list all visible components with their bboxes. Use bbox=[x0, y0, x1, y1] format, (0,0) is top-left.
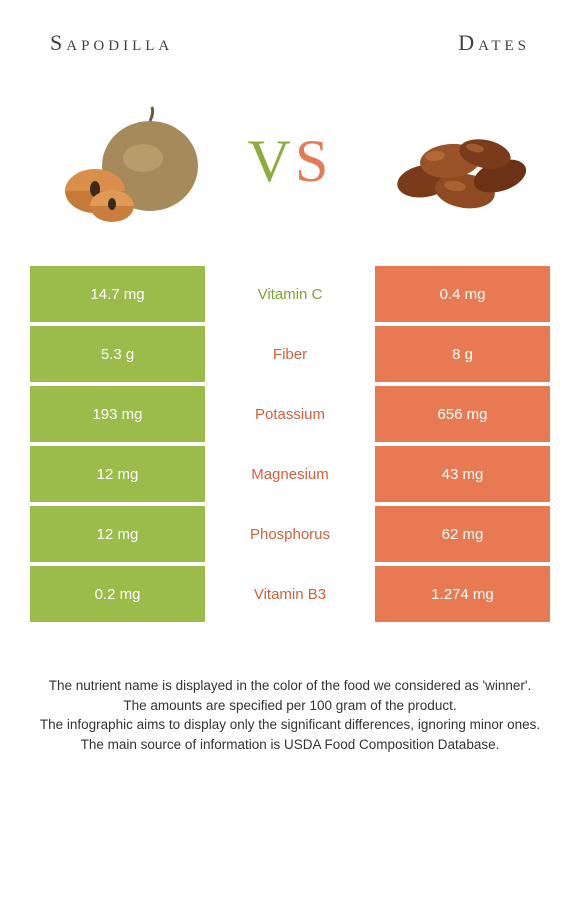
table-row: 12 mgMagnesium43 mg bbox=[30, 446, 550, 502]
value-left: 193 mg bbox=[30, 386, 205, 442]
nutrient-label: Magnesium bbox=[205, 446, 375, 502]
value-right: 8 g bbox=[375, 326, 550, 382]
footer-line: The amounts are specified per 100 gram o… bbox=[30, 696, 550, 716]
value-left: 12 mg bbox=[30, 506, 205, 562]
value-left: 14.7 mg bbox=[30, 266, 205, 322]
footer-line: The infographic aims to display only the… bbox=[30, 715, 550, 735]
hero-row: VS bbox=[0, 76, 580, 266]
value-right: 43 mg bbox=[375, 446, 550, 502]
nutrient-label: Phosphorus bbox=[205, 506, 375, 562]
vs-label: VS bbox=[248, 127, 333, 196]
table-row: 14.7 mgVitamin C0.4 mg bbox=[30, 266, 550, 322]
value-right: 62 mg bbox=[375, 506, 550, 562]
table-row: 193 mgPotassium656 mg bbox=[30, 386, 550, 442]
title-left: Sapodilla bbox=[50, 30, 173, 56]
footer-line: The main source of information is USDA F… bbox=[30, 735, 550, 755]
nutrient-label: Fiber bbox=[205, 326, 375, 382]
value-right: 656 mg bbox=[375, 386, 550, 442]
table-row: 0.2 mgVitamin B31.274 mg bbox=[30, 566, 550, 622]
dates-image bbox=[360, 91, 550, 231]
table-row: 5.3 gFiber8 g bbox=[30, 326, 550, 382]
nutrient-table: 14.7 mgVitamin C0.4 mg5.3 gFiber8 g193 m… bbox=[30, 266, 550, 622]
value-left: 12 mg bbox=[30, 446, 205, 502]
value-left: 5.3 g bbox=[30, 326, 205, 382]
value-left: 0.2 mg bbox=[30, 566, 205, 622]
vs-s: S bbox=[295, 128, 332, 194]
footer-line: The nutrient name is displayed in the co… bbox=[30, 676, 550, 696]
header: Sapodilla Dates bbox=[0, 0, 580, 76]
vs-v: V bbox=[248, 128, 295, 194]
sapodilla-image bbox=[30, 91, 220, 231]
nutrient-label: Vitamin C bbox=[205, 266, 375, 322]
footer-notes: The nutrient name is displayed in the co… bbox=[0, 626, 580, 754]
table-row: 12 mgPhosphorus62 mg bbox=[30, 506, 550, 562]
title-right: Dates bbox=[458, 30, 530, 56]
value-right: 1.274 mg bbox=[375, 566, 550, 622]
nutrient-label: Vitamin B3 bbox=[205, 566, 375, 622]
nutrient-label: Potassium bbox=[205, 386, 375, 442]
value-right: 0.4 mg bbox=[375, 266, 550, 322]
